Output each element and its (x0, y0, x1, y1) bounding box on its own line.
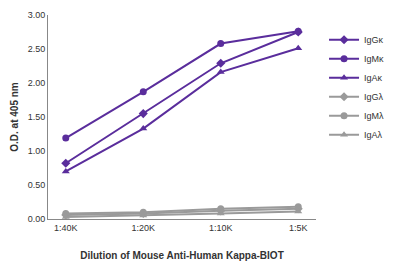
svg-text:Dilution of Mouse Anti-Human K: Dilution of Mouse Anti-Human Kappa-BIOT (80, 250, 284, 261)
svg-text:2.50: 2.50 (28, 44, 46, 54)
svg-text:IgGλ: IgGλ (364, 92, 384, 102)
svg-text:1:5K: 1:5K (289, 223, 308, 233)
svg-text:1:40K: 1:40K (54, 223, 78, 233)
svg-text:IgAκ: IgAκ (364, 73, 383, 83)
svg-text:IgMκ: IgMκ (364, 54, 384, 64)
svg-text:0.00: 0.00 (28, 214, 46, 224)
svg-text:2.00: 2.00 (28, 78, 46, 88)
svg-text:IgGκ: IgGκ (364, 35, 384, 45)
svg-text:IgMλ: IgMλ (364, 111, 384, 121)
svg-text:1:20K: 1:20K (131, 223, 155, 233)
svg-text:IgAλ: IgAλ (364, 130, 383, 140)
svg-text:1:10K: 1:10K (209, 223, 233, 233)
svg-text:3.00: 3.00 (28, 10, 46, 20)
svg-text:1.50: 1.50 (28, 112, 46, 122)
svg-text:1.00: 1.00 (28, 146, 46, 156)
svg-text:O.D. at 405 nm: O.D. at 405 nm (9, 82, 20, 152)
svg-text:0.50: 0.50 (28, 180, 46, 190)
